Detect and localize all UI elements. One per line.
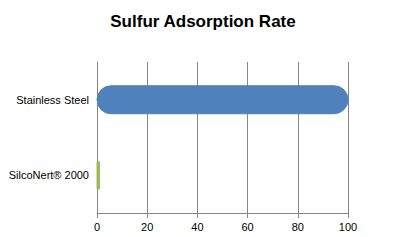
svg-text:40: 40 (191, 221, 203, 233)
svg-text:100: 100 (339, 221, 357, 233)
svg-text:SilcoNert® 2000: SilcoNert® 2000 (9, 169, 89, 181)
svg-text:Stainless Steel: Stainless Steel (16, 94, 89, 106)
svg-text:0: 0 (94, 221, 100, 233)
svg-text:80: 80 (292, 221, 304, 233)
svg-text:60: 60 (241, 221, 253, 233)
svg-text:Sulfur Adsorption Rate: Sulfur Adsorption Rate (110, 12, 295, 31)
svg-text:20: 20 (141, 221, 153, 233)
